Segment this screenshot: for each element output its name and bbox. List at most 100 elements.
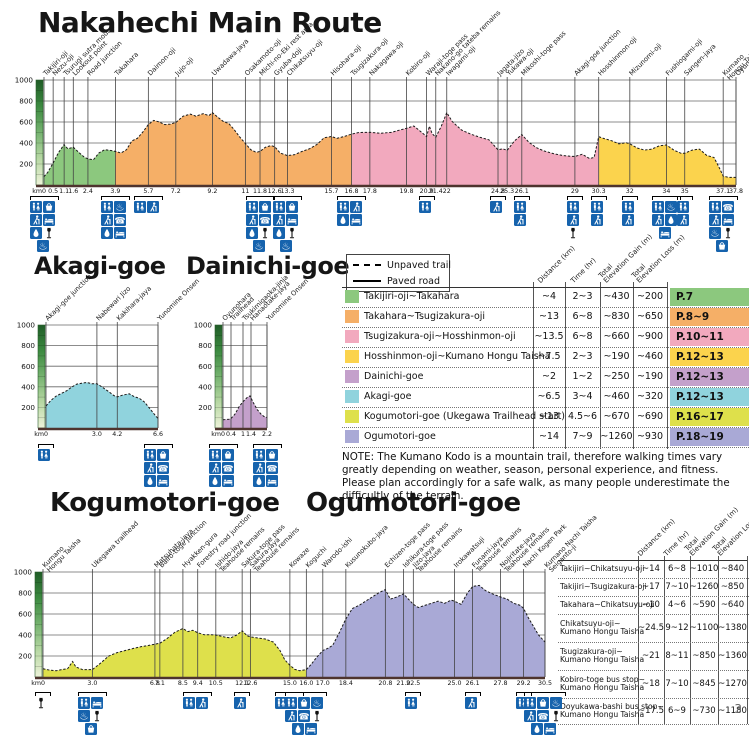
icon-grid bbox=[285, 697, 323, 735]
icon-cluster-bracket bbox=[419, 196, 435, 200]
table-top-border bbox=[558, 560, 747, 561]
elevation-loss-value: ~200 bbox=[636, 291, 664, 302]
x-tick-label: 37.8 bbox=[729, 188, 743, 195]
lamp-icon bbox=[567, 227, 579, 239]
toilet-icon bbox=[419, 201, 431, 213]
distance-value: ~10 bbox=[642, 600, 660, 610]
distance-value: ~17 bbox=[642, 582, 660, 592]
hiker-icon bbox=[196, 697, 208, 709]
time-value: 9~12 bbox=[665, 623, 689, 633]
time-value: 4~6 bbox=[668, 600, 686, 610]
facility-icon-cluster bbox=[337, 196, 366, 226]
hiker-icon bbox=[591, 214, 603, 226]
x-tick-label: 0.5 bbox=[48, 188, 58, 195]
x-tick-label: 21.9 bbox=[396, 680, 410, 687]
hiker-icon bbox=[677, 214, 689, 226]
facility-icon-cluster bbox=[273, 196, 302, 252]
elevation-area-nakahechi bbox=[598, 136, 736, 185]
phone-icon bbox=[722, 201, 734, 213]
route-name: Kogumotori-goe (Ukegawa Trailhead start) bbox=[364, 411, 566, 422]
y-tick-label: 800 bbox=[198, 341, 212, 350]
icon-grid bbox=[144, 449, 169, 487]
route-name: Hosshinmon-oji~Kumano Hongu Taisha bbox=[364, 351, 551, 362]
elevation-loss-value: ~850 bbox=[720, 582, 745, 592]
x-axis-unit-label: km bbox=[31, 680, 41, 687]
icon-grid bbox=[490, 201, 502, 213]
elevation-gain-value: ~250 bbox=[603, 371, 630, 382]
phone-icon bbox=[259, 214, 271, 226]
route-color-swatch bbox=[345, 410, 359, 423]
legend-unpaved-label: Unpaved trail bbox=[387, 259, 452, 271]
elevation-loss-value: ~640 bbox=[720, 600, 745, 610]
row-separator bbox=[558, 596, 749, 597]
x-axis-unit-label: km bbox=[32, 188, 42, 195]
distance-value: ~14 bbox=[642, 564, 660, 574]
legend-box: Unpaved trail Paved road bbox=[346, 254, 452, 292]
table-top-border bbox=[342, 287, 667, 288]
lodging-icon bbox=[91, 697, 103, 709]
icon-cluster-bracket bbox=[101, 196, 130, 200]
note-text: NOTE: The Kumano Kodo is a mountain trai… bbox=[342, 451, 730, 503]
x-tick-label: 19.8 bbox=[399, 188, 413, 195]
hiker-icon bbox=[285, 710, 297, 722]
elevation-gain-value: ~730 bbox=[692, 706, 716, 716]
lodging-icon bbox=[114, 227, 126, 239]
column-divider bbox=[690, 556, 691, 724]
x-tick-label: 30.5 bbox=[538, 680, 552, 687]
distance-value: ~18 bbox=[642, 679, 660, 689]
x-axis-unit-label: km bbox=[34, 431, 44, 438]
x-tick-label: 0 bbox=[221, 431, 225, 438]
lamp-icon bbox=[722, 227, 734, 239]
elevation-area-nakahechi bbox=[44, 144, 116, 185]
hiker-icon bbox=[209, 462, 221, 474]
icon-cluster-bracket bbox=[652, 196, 681, 200]
x-tick-label: 26.1 bbox=[515, 188, 529, 195]
column-divider bbox=[747, 556, 748, 724]
time-value: 7~9 bbox=[572, 431, 593, 442]
toilet-icon bbox=[246, 201, 258, 213]
row-separator bbox=[342, 427, 749, 428]
hiker-icon bbox=[101, 214, 113, 226]
row-separator bbox=[342, 327, 749, 328]
x-tick-label: 22.5 bbox=[406, 680, 420, 687]
time-value: 4.5~6 bbox=[567, 411, 598, 422]
x-tick-label: 3.9 bbox=[110, 188, 120, 195]
station-label: Daimon-oji bbox=[146, 46, 177, 77]
lamp-icon bbox=[91, 710, 103, 722]
x-tick-label: 37.1 bbox=[716, 188, 730, 195]
y-tick-label: 1000 bbox=[194, 321, 213, 330]
chart-title-nakahechi: Nakahechi Main Route bbox=[38, 6, 382, 39]
x-tick-label: 9.2 bbox=[207, 188, 217, 195]
lodging-icon bbox=[266, 475, 278, 487]
facility-icon-cluster bbox=[285, 692, 327, 735]
icon-grid bbox=[405, 697, 417, 709]
x-tick-label: 1.6 bbox=[68, 188, 78, 195]
elevation-loss-value: ~650 bbox=[636, 311, 664, 322]
chart-title-kogumotori: Kogumotori-goe bbox=[50, 488, 280, 518]
route-name: Ogumotori-goe bbox=[364, 431, 436, 442]
route-name: Tsugizakura-oji~Hosshinmon-oji bbox=[364, 331, 516, 342]
section-name: Doyukawa-bashi bus stop~ Kumano Hongu Ta… bbox=[560, 701, 664, 719]
onsen-icon bbox=[280, 240, 292, 252]
icon-cluster-bracket bbox=[337, 196, 366, 200]
x-tick-label: 20.8 bbox=[378, 680, 392, 687]
icon-cluster-bracket bbox=[78, 692, 107, 696]
y-tick-label: 400 bbox=[198, 382, 212, 391]
shop-icon bbox=[716, 240, 728, 252]
unpaved-trail-line-icon bbox=[353, 264, 381, 266]
facility-icon-cluster bbox=[465, 692, 481, 709]
y-tick-label: 200 bbox=[19, 160, 33, 169]
x-tick-label: 3.0 bbox=[92, 431, 102, 438]
toilet-icon bbox=[622, 201, 634, 213]
station-label: Yunomine Onsen bbox=[155, 277, 201, 323]
time-value: 2~3 bbox=[572, 351, 593, 362]
x-tick-label: 7.1 bbox=[155, 680, 165, 687]
icon-cluster-bracket bbox=[285, 692, 327, 696]
route-color-swatch bbox=[345, 310, 359, 323]
row-separator bbox=[558, 724, 749, 725]
hiker-icon bbox=[147, 201, 159, 213]
page-reference-chip: P.7 bbox=[670, 288, 749, 306]
elevation-loss-value: ~190 bbox=[636, 371, 664, 382]
facility-icon-cluster bbox=[419, 196, 435, 213]
column-divider bbox=[565, 282, 566, 449]
